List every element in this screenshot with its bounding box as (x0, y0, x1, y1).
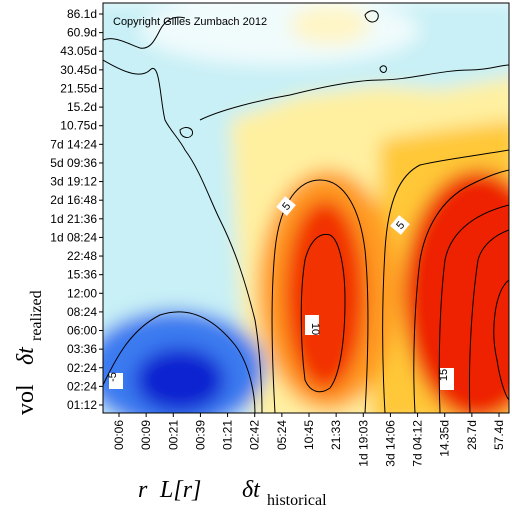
contour-right-15c (493, 279, 509, 401)
y-tick-label: 30.45d (60, 63, 97, 77)
contour-upper-left (103, 16, 186, 49)
y-axis-title: vol δt realized (13, 290, 45, 415)
x-axis-ticks: 00:06 00:09 00:21 00:39 01:21 02:42 05:24 10:45… (112, 413, 506, 467)
contour-label: 15 (438, 369, 450, 381)
contour-small-loop-2 (179, 127, 194, 138)
contour-label: -5 (107, 372, 119, 382)
x-tick-label: 7d 04:12 (411, 420, 425, 467)
contour-zero-upper (199, 64, 509, 121)
y-tick-label: 86.1d (67, 7, 97, 21)
x-tick-label: 28.7d (465, 420, 479, 450)
x-tick-label: 21:33 (329, 420, 343, 450)
contour-label: 10 (309, 323, 321, 335)
y-tick-label: 15.2d (67, 100, 97, 114)
x-axis-title: r L[r] δt historical (138, 477, 327, 509)
y-tick-label: 2d 16:48 (50, 193, 97, 207)
y-axis-ticks: 86.1d 60.9d 43.05d 30.45d 21.55d 15.2d 10.75d 7… (50, 7, 103, 412)
contour-right-15b (468, 229, 509, 413)
contour-right-15a (438, 204, 509, 413)
y-axis-title-sub: realized (28, 290, 45, 341)
contour-right-10 (413, 169, 509, 413)
x-tick-label: 05:24 (275, 420, 289, 450)
y-tick-label: 1d 21:36 (50, 212, 97, 226)
y-tick-label: 5d 09:36 (50, 156, 97, 170)
y-tick-label: 08:24 (67, 305, 97, 319)
x-tick-label: 00:21 (166, 420, 180, 450)
y-axis-title-delta: δt (13, 346, 39, 365)
copyright-text: Copyright Gilles Zumbach 2012 (113, 16, 267, 28)
x-tick-label: 02:42 (248, 420, 262, 450)
x-tick-label: 57.4d (492, 420, 506, 450)
y-axis-title-vol: vol (13, 384, 39, 415)
contour-lines (103, 10, 509, 413)
x-tick-label: 00:06 (112, 420, 126, 450)
contour-zero (103, 59, 263, 413)
x-tick-label: 14.35d (438, 420, 452, 457)
y-tick-label: 21.55d (60, 81, 97, 95)
x-tick-label: 00:09 (139, 420, 153, 450)
heatmap-field (103, 3, 509, 413)
contour-center-5 (271, 179, 369, 413)
y-tick-label: 06:00 (67, 324, 97, 338)
x-tick-label: 1d 19:03 (356, 420, 370, 467)
y-tick-label: 60.9d (67, 26, 97, 40)
contour-small-loop-1 (364, 10, 379, 23)
heat-blob-left-deepblue (135, 348, 225, 412)
y-tick-label: 1d 08:24 (50, 230, 97, 244)
y-tick-label: 01:12 (67, 398, 97, 412)
y-tick-label: 02:24 (67, 379, 97, 393)
y-tick-label: 7d 14:24 (50, 137, 97, 151)
y-tick-label: 22:48 (67, 249, 97, 263)
plot-frame (102, 2, 510, 414)
x-axis-title-sub: historical (267, 492, 327, 509)
x-axis-title-lr: L[r] (159, 477, 201, 503)
y-tick-label: 3d 19:12 (50, 175, 97, 189)
contour-right-5 (382, 149, 509, 413)
heat-blob-center-red (285, 200, 365, 390)
x-tick-label: 10:45 (302, 420, 316, 450)
heat-blob-right-red (403, 170, 509, 413)
x-axis-title-r: r (138, 477, 148, 503)
contour-small-loop-3 (379, 65, 387, 73)
x-tick-label: 00:39 (193, 420, 207, 450)
y-tick-label: 10.75d (60, 119, 97, 133)
contour-blue-minus5 (103, 311, 256, 413)
y-tick-label: 43.05d (60, 44, 97, 58)
y-tick-label: 03:36 (67, 342, 97, 356)
y-tick-label: 02:24 (67, 361, 97, 375)
heat-blob-top-yellow (290, 5, 370, 45)
x-axis-title-delta: δt (242, 477, 261, 503)
y-tick-label: 15:36 (67, 268, 97, 282)
contour-labels: 5 10 5 15 -5 (107, 196, 454, 390)
x-tick-label: 3d 14:06 (383, 420, 397, 467)
contour-center-10 (300, 233, 346, 393)
x-tick-label: 01:21 (221, 420, 235, 450)
y-tick-label: 12:00 (67, 286, 97, 300)
